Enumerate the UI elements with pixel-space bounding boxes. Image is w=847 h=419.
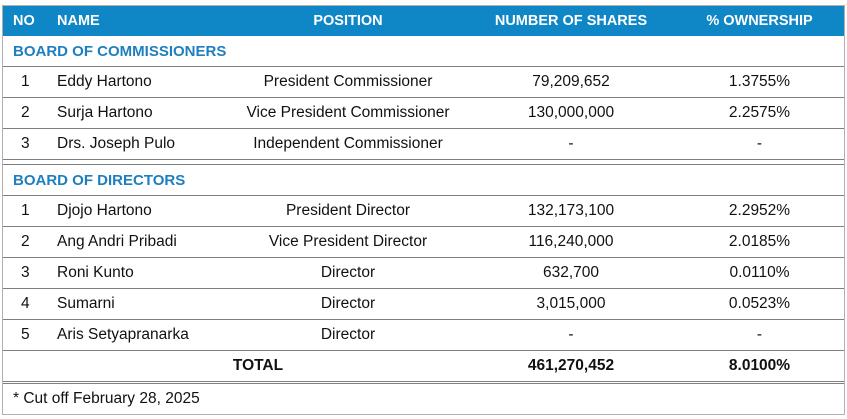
table-row: 2 Ang Andri Pribadi Vice President Direc… — [3, 226, 844, 258]
section-separator — [3, 159, 844, 165]
total-row: TOTAL 461,270,452 8.0100% — [3, 350, 844, 384]
header-position: POSITION — [229, 6, 467, 36]
row-ownership: 0.0110% — [675, 257, 844, 289]
total-spacer — [3, 350, 49, 384]
row-name: Djojo Hartono — [49, 195, 229, 227]
table-row: 5 Aris Setyapranarka Director - - — [3, 319, 844, 351]
header-row: NO NAME POSITION NUMBER OF SHARES % OWNE… — [3, 6, 844, 36]
row-ownership: 2.2952% — [675, 195, 844, 227]
row-no: 3 — [3, 128, 49, 160]
row-shares: - — [467, 319, 675, 351]
row-position: Director — [229, 319, 467, 351]
row-ownership: 2.0185% — [675, 226, 844, 258]
table-row: 3 Roni Kunto Director 632,700 0.0110% — [3, 257, 844, 289]
row-no: 2 — [3, 97, 49, 129]
shareholding-table: NO NAME POSITION NUMBER OF SHARES % OWNE… — [3, 6, 844, 414]
row-position: President Commissioner — [229, 66, 467, 98]
row-no: 5 — [3, 319, 49, 351]
section-directors: BOARD OF DIRECTORS — [3, 164, 844, 196]
row-shares: 130,000,000 — [467, 97, 675, 129]
row-position: Director — [229, 257, 467, 289]
table-row: 2 Surja Hartono Vice President Commissio… — [3, 97, 844, 129]
section-commissioners: BOARD OF COMMISSIONERS — [3, 36, 844, 67]
table-row: 3 Drs. Joseph Pulo Independent Commissio… — [3, 128, 844, 160]
row-name: Roni Kunto — [49, 257, 229, 289]
row-no: 3 — [3, 257, 49, 289]
row-ownership: - — [675, 319, 844, 351]
row-ownership: 1.3755% — [675, 66, 844, 98]
row-name: Surja Hartono — [49, 97, 229, 129]
total-ownership: 8.0100% — [675, 350, 844, 384]
row-ownership: - — [675, 128, 844, 160]
table-row: 1 Eddy Hartono President Commissioner 79… — [3, 66, 844, 98]
row-position: President Director — [229, 195, 467, 227]
row-ownership: 0.0523% — [675, 288, 844, 320]
row-position: Vice President Director — [229, 226, 467, 258]
row-shares: - — [467, 128, 675, 160]
row-no: 4 — [3, 288, 49, 320]
footnote-row: * Cut off February 28, 2025 — [3, 383, 844, 415]
row-position: Director — [229, 288, 467, 320]
separator-cell — [3, 159, 844, 165]
row-shares: 116,240,000 — [467, 226, 675, 258]
header-shares: NUMBER OF SHARES — [467, 6, 675, 36]
row-position: Independent Commissioner — [229, 128, 467, 160]
row-no: 2 — [3, 226, 49, 258]
row-name: Eddy Hartono — [49, 66, 229, 98]
row-shares: 132,173,100 — [467, 195, 675, 227]
header-name: NAME — [49, 6, 229, 36]
row-name: Sumarni — [49, 288, 229, 320]
table-row: 4 Sumarni Director 3,015,000 0.0523% — [3, 288, 844, 320]
section-title: BOARD OF DIRECTORS — [3, 164, 844, 196]
total-shares: 461,270,452 — [467, 350, 675, 384]
row-no: 1 — [3, 66, 49, 98]
section-title: BOARD OF COMMISSIONERS — [3, 36, 844, 67]
row-shares: 3,015,000 — [467, 288, 675, 320]
row-shares: 632,700 — [467, 257, 675, 289]
row-name: Ang Andri Pribadi — [49, 226, 229, 258]
row-name: Drs. Joseph Pulo — [49, 128, 229, 160]
header-ownership: % OWNERSHIP — [675, 6, 844, 36]
footnote: * Cut off February 28, 2025 — [13, 390, 200, 407]
total-label: TOTAL — [49, 350, 467, 384]
header-no: NO — [3, 6, 49, 36]
row-ownership: 2.2575% — [675, 97, 844, 129]
table-row: 1 Djojo Hartono President Director 132,1… — [3, 195, 844, 227]
row-position: Vice President Commissioner — [229, 97, 467, 129]
row-shares: 79,209,652 — [467, 66, 675, 98]
row-no: 1 — [3, 195, 49, 227]
row-name: Aris Setyapranarka — [49, 319, 229, 351]
shareholding-table-container: NO NAME POSITION NUMBER OF SHARES % OWNE… — [2, 5, 845, 415]
